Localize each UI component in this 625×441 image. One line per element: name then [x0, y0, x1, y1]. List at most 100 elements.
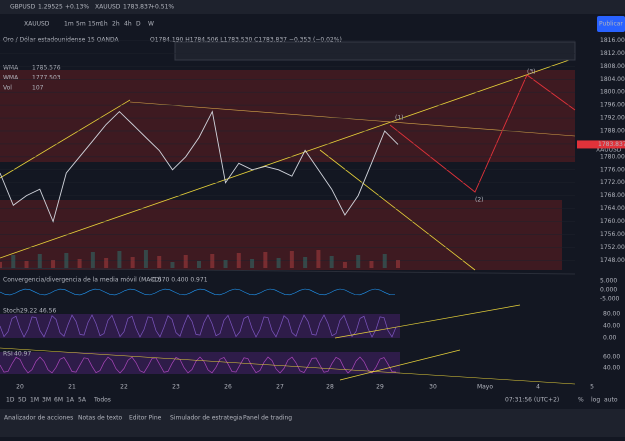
- y-tick-label: 1764.000: [600, 205, 625, 212]
- macd-values: -0.570 0.400 0.971: [150, 277, 208, 284]
- scale-option[interactable]: auto: [604, 397, 618, 404]
- wave-projection: [389, 74, 576, 193]
- interval[interactable]: 4h: [124, 21, 132, 28]
- interval[interactable]: 2h: [112, 21, 120, 28]
- last-price-symbol: XAUUSD: [596, 147, 622, 154]
- tab-change: +0.51%: [150, 4, 174, 11]
- last-price: 1783.837: [598, 141, 625, 148]
- tab-price: 1783.837: [123, 4, 152, 11]
- interval[interactable]: 15m: [88, 21, 102, 28]
- interval[interactable]: W: [148, 21, 154, 28]
- tab-symbol[interactable]: GBPUSD: [10, 4, 36, 11]
- macd-label: Convergencia/divergencia de la media móv…: [3, 277, 161, 284]
- volume-bar: [250, 259, 255, 268]
- range-button[interactable]: 1M: [30, 397, 39, 404]
- x-tick-label: 26: [224, 384, 232, 391]
- interval[interactable]: 5m: [76, 21, 86, 28]
- rsi-trend: [339, 349, 461, 381]
- interval[interactable]: 1m: [64, 21, 74, 28]
- y-tick-label: 1756.000: [600, 231, 625, 238]
- range-button[interactable]: 1D: [6, 397, 15, 404]
- bottom-tab[interactable]: Simulador de estrategia: [170, 415, 243, 422]
- volume-bar: [64, 253, 69, 268]
- volume-bar: [143, 250, 148, 268]
- macd-tick: 5.000: [600, 278, 617, 285]
- volume-bar: [90, 252, 95, 268]
- bottom-tab[interactable]: Analizador de acciones: [4, 415, 73, 422]
- y-tick-label: 1772.000: [600, 179, 625, 186]
- volume-bar: [130, 257, 135, 268]
- tab-change: +0.13%: [65, 4, 89, 11]
- interval[interactable]: 1h: [100, 21, 108, 28]
- scale-option[interactable]: %: [578, 397, 584, 404]
- separator: [0, 267, 576, 275]
- y-tick-label: 1752.000: [600, 244, 625, 251]
- range-button[interactable]: 5D: [18, 397, 27, 404]
- trend-line: [0, 57, 576, 259]
- wave-label: (1): [395, 115, 404, 122]
- x-tick-label: 22: [120, 384, 128, 391]
- legend-title: Oro / Dólar estadounidense 15 OANDA: [3, 37, 119, 44]
- wave-label: (3): [527, 69, 536, 76]
- last-price-tag: [577, 140, 625, 149]
- y-tick-label: 1760.000: [600, 218, 625, 225]
- tab-bar: [0, 0, 625, 14]
- price-line: [0, 110, 399, 223]
- volume-bar: [382, 254, 387, 268]
- range-bar: [0, 393, 625, 407]
- rsi-tick: 40.00: [603, 365, 620, 372]
- x-tick-label: 21: [68, 384, 76, 391]
- clock: 07:31:56 (UTC+2): [505, 397, 559, 404]
- range-button[interactable]: 3M: [42, 397, 51, 404]
- publish[interactable]: Publicar: [599, 21, 623, 28]
- range-button[interactable]: 1A: [66, 397, 75, 404]
- x-tick-label: 4: [536, 384, 540, 391]
- stoch-line: [0, 314, 397, 338]
- range-button[interactable]: 6M: [54, 397, 63, 404]
- volume-bar: [263, 252, 268, 268]
- bottom-tab[interactable]: Notas de texto: [78, 415, 122, 422]
- legend-ohlc: O1784.190 H1784.506 L1783.530 C1783.837 …: [150, 37, 342, 44]
- tab-symbol[interactable]: XAUUSD: [95, 4, 121, 11]
- volume-bar: [289, 251, 294, 268]
- interval[interactable]: D: [136, 21, 141, 28]
- indicator-name: Vol: [3, 85, 12, 92]
- publish-button[interactable]: [597, 16, 625, 32]
- volume-bar: [104, 258, 109, 268]
- volume-bar: [170, 262, 175, 268]
- indicator-value: 1785.576: [32, 65, 61, 72]
- volume-bar: [329, 256, 334, 268]
- bottom-tab[interactable]: Panel de trading: [243, 415, 292, 422]
- symbol[interactable]: XAUUSD: [24, 21, 50, 28]
- volume-bar: [396, 260, 400, 268]
- volume-bar: [316, 250, 321, 268]
- macd-tick: -5.000: [600, 296, 620, 303]
- rsi-tick: 60.00: [603, 354, 620, 361]
- range-button[interactable]: Todos: [93, 397, 111, 404]
- x-tick-label: 28: [326, 384, 334, 391]
- x-tick-label: 23: [172, 384, 180, 391]
- bottom-tab[interactable]: Editor Pine: [129, 415, 162, 422]
- y-tick-label: 1804.000: [600, 76, 625, 83]
- wave-label: (2): [475, 197, 484, 204]
- indicator-value: 107: [32, 85, 44, 92]
- volume-bar: [276, 258, 281, 268]
- tab-price: 1.29525: [38, 4, 63, 11]
- y-tick-label: 1748.000: [600, 257, 625, 264]
- y-tick-label: 1796.000: [600, 102, 625, 109]
- y-tick-label: 1788.000: [600, 127, 625, 134]
- volume-bar: [197, 261, 201, 268]
- y-tick-label: 1776.000: [600, 166, 625, 173]
- scale-option[interactable]: log: [591, 397, 600, 404]
- y-tick-label: 1812.000: [600, 50, 625, 57]
- range-button[interactable]: 5A: [78, 397, 87, 404]
- indicator-name: WMA: [3, 65, 19, 72]
- macd-pane: [0, 276, 575, 304]
- trend-line: [129, 101, 576, 137]
- volume-bar: [342, 262, 347, 268]
- x-tick-label: 30: [429, 384, 437, 391]
- x-tick-label: Mayo: [477, 384, 493, 391]
- volume-bar: [11, 255, 16, 268]
- macd-tick: 0.000: [600, 287, 617, 294]
